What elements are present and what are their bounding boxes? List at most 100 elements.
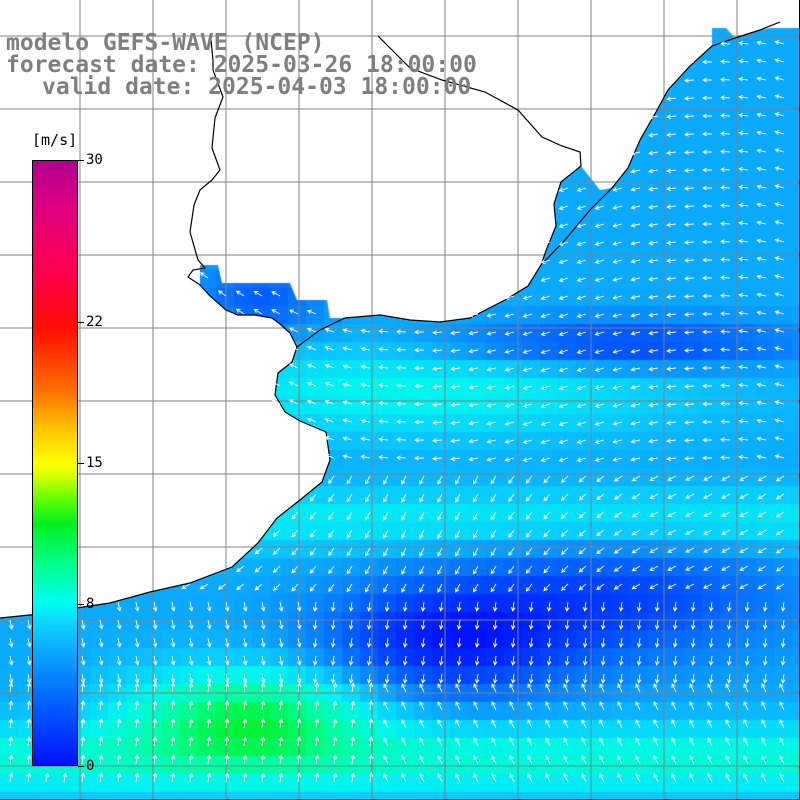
wind-arrow [684,186,695,191]
wind-arrow [581,737,587,747]
wind-arrow [188,601,194,612]
wind-arrow [540,313,551,318]
wind-arrow [378,329,389,334]
wind-arrow [468,348,479,354]
wind-arrow [757,547,767,554]
wind-arrow [702,185,712,191]
wind-arrow [563,683,569,693]
wind-arrow [667,547,677,553]
wind-arrow [684,204,695,209]
wind-arrow [271,381,281,387]
wind-arrow [474,673,480,684]
wind-arrow [576,367,587,372]
wind-arrow [702,419,712,425]
wind-arrow [690,673,696,684]
wind-arrow [684,60,695,65]
wind-arrow [738,220,749,226]
wind-arrow [558,205,569,210]
wind-arrow [558,457,569,462]
wind-arrow [236,565,245,573]
wind-arrow [473,755,479,765]
wind-arrow [721,529,731,535]
wind-arrow [739,475,749,481]
wind-arrow [291,547,299,556]
wind-arrow [98,718,104,729]
wind-arrow [596,565,605,573]
wind-arrow [525,511,533,520]
wind-arrow [235,308,245,315]
wind-arrow [486,331,497,336]
wind-arrow [702,437,712,443]
wind-arrow [720,59,731,64]
wind-arrow [648,402,659,408]
wind-arrow [254,565,263,573]
wind-arrow [206,619,212,630]
wind-arrow [635,683,641,693]
wind-arrow [468,420,479,426]
wind-arrow [170,736,176,747]
title-forecast-date: forecast date: 2025-03-26 18:00:00 [6,52,477,78]
wind-arrow [296,655,302,666]
wind-arrow [437,547,443,557]
wind-arrow [720,293,731,298]
wind-arrow [272,529,281,537]
wind-arrow [272,583,281,591]
wind-arrow [401,547,407,557]
wind-arrow [314,718,320,729]
wind-arrow [98,700,104,711]
wind-arrow [648,312,659,318]
wind-arrow [546,673,552,684]
wind-arrow [630,151,641,156]
wind-arrow [612,403,623,408]
wind-arrow [44,772,50,783]
wind-arrow [522,439,533,444]
wind-arrow [779,683,785,693]
wind-arrow [365,493,371,503]
wind-arrow [672,619,678,630]
wind-arrow [774,130,785,135]
wind-arrow [509,701,515,711]
wind-arrow [666,222,677,228]
wind-arrow [324,417,335,423]
wind-arrow [383,755,389,765]
wind-arrow [414,383,425,389]
wind-arrow [563,701,569,711]
wind-arrow [594,385,605,390]
wind-arrow [324,381,335,387]
wind-arrow [116,655,122,666]
wind-arrow [80,637,86,648]
wind-arrow [473,493,479,503]
title-valid-date: valid date: 2025-04-03 18:00:00 [42,74,472,100]
wind-arrow [468,402,479,408]
wind-arrow [631,583,641,590]
wind-arrow [613,511,623,518]
wind-arrow [378,365,389,370]
wind-arrow [685,475,695,481]
wind-arrow [630,313,641,318]
wind-arrow [224,736,230,747]
wind-arrow [188,718,194,729]
wind-arrow [365,583,371,593]
wind-arrow [702,77,712,83]
wind-arrow [560,529,569,537]
wind-arrow [702,275,712,281]
wind-arrow [328,475,335,485]
wind-arrow [455,475,461,485]
wind-arrow [648,204,659,210]
wind-arrow [346,583,353,593]
wind-arrow [8,736,14,747]
wind-arrow [450,330,461,336]
wind-arrow [540,259,551,264]
wind-arrow [738,130,749,136]
wind-arrow [206,601,212,612]
wind-arrow [384,601,390,612]
wind-arrow [414,347,425,353]
wind-arrow [306,327,317,333]
wind-arrow [522,349,533,354]
wind-arrow [383,683,389,693]
wind-arrow [613,475,623,482]
wind-arrow [744,601,750,612]
wind-arrow [689,773,695,783]
wind-arrow [235,290,245,297]
